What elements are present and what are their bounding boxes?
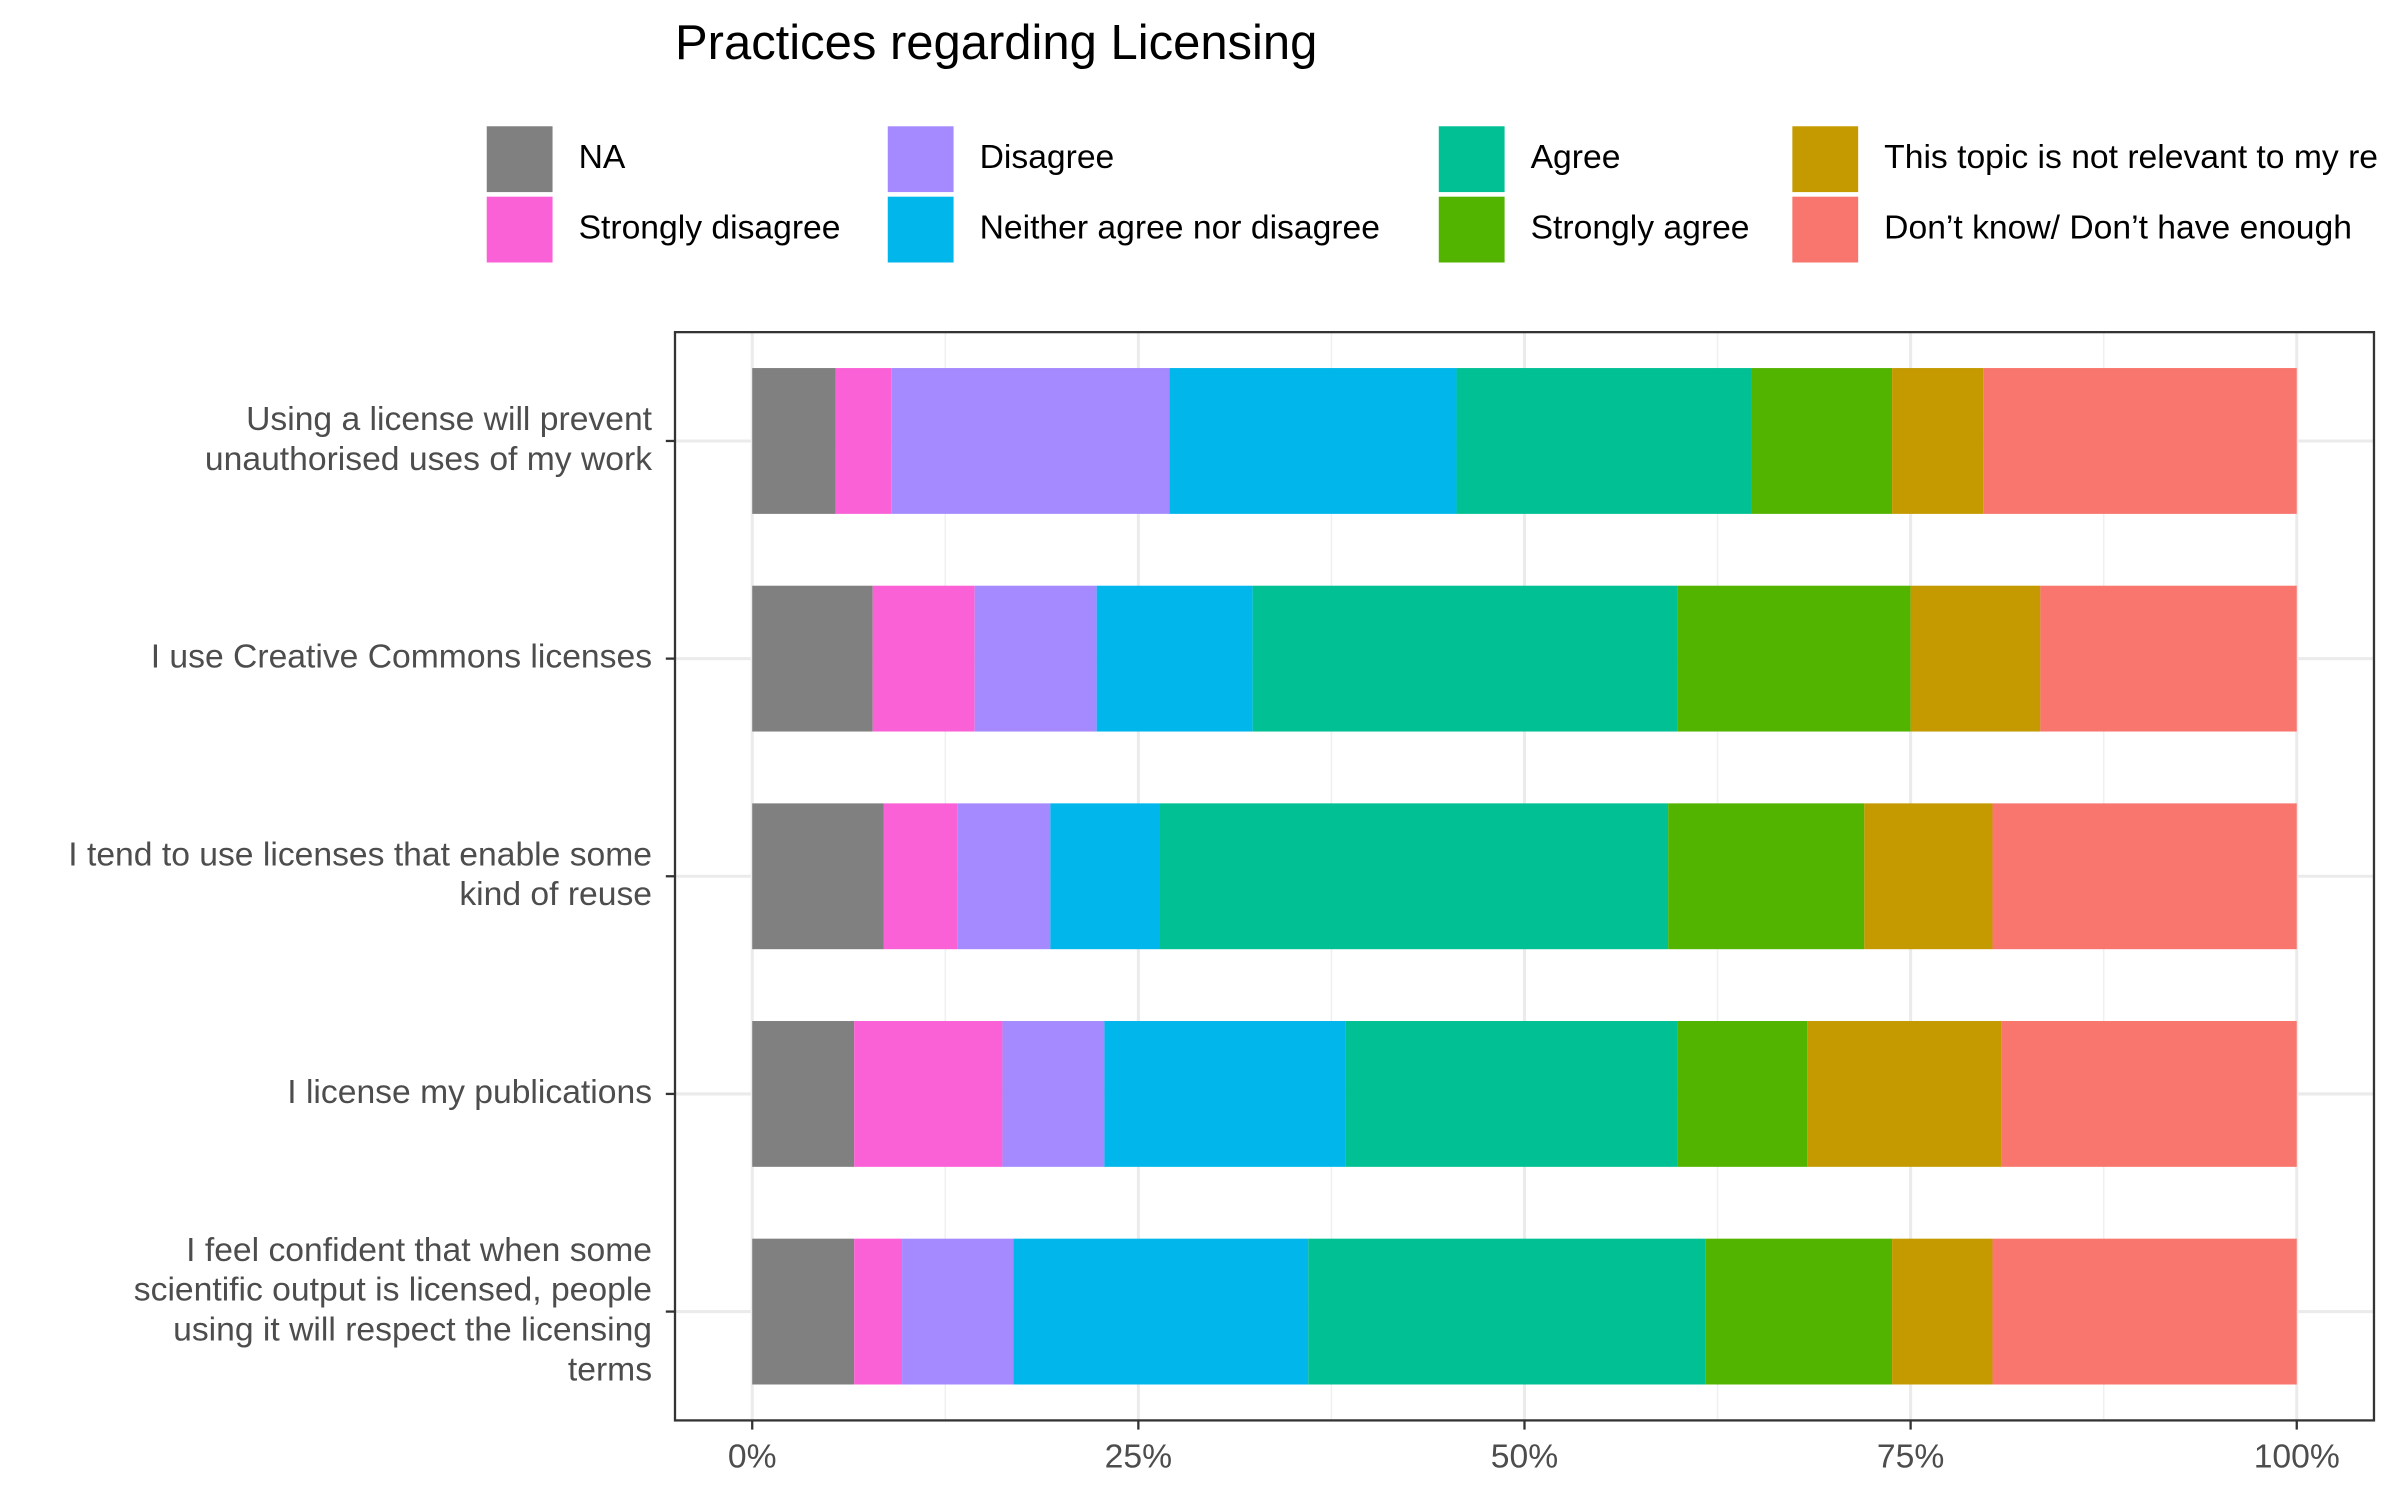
bar-segment	[1013, 1238, 1309, 1385]
bar-segment	[1308, 1238, 1706, 1385]
bar-segment	[752, 1021, 855, 1167]
chart-title: Practices regarding Licensing	[675, 16, 1317, 70]
bar-segment	[854, 1021, 1003, 1167]
x-tick-label: 100%	[2254, 1439, 2340, 1476]
legend-swatch	[1438, 196, 1505, 263]
bar-segment	[752, 585, 873, 732]
legend-swatch	[887, 196, 954, 263]
legend-label: Don’t know/ Don’t have enough	[1884, 209, 2352, 246]
bar-segment	[872, 585, 975, 732]
bar-segment	[1050, 803, 1160, 950]
bar-segment	[1864, 803, 1993, 950]
legend-label: Disagree	[980, 139, 1115, 176]
y-tick-label: Using a license will prevent unauthorised…	[205, 401, 653, 478]
y-tick-label: I tend to use licenses that enable some k…	[68, 836, 652, 913]
bar-segment	[1677, 585, 1911, 732]
y-tick-label: I use Creative Commons licenses	[151, 639, 652, 676]
bar-segment	[2040, 585, 2297, 732]
bar-segment	[1992, 803, 2297, 950]
bar-segment	[1807, 1021, 2002, 1167]
bar-segment	[1892, 368, 1984, 514]
legend-label: This topic is not relevant to my re	[1884, 139, 2378, 176]
bar-segment	[1252, 585, 1678, 732]
bar-segment	[854, 1238, 903, 1385]
x-tick-label: 50%	[1491, 1439, 1558, 1476]
bar-segment	[891, 368, 1170, 514]
bar-segment	[902, 1238, 1014, 1385]
bar-segment	[1751, 368, 1893, 514]
y-tick-label: I license my publications	[287, 1074, 652, 1111]
bar-segment	[957, 803, 1051, 950]
bar-segment	[1002, 1021, 1105, 1167]
bar-segment	[752, 1238, 855, 1385]
bar-segment	[1169, 368, 1457, 514]
bar-segment	[1104, 1021, 1346, 1167]
bar-segment	[1096, 585, 1253, 732]
bar-segment	[752, 368, 836, 514]
legend-label: Strongly disagree	[579, 209, 841, 246]
panel-border	[673, 330, 2376, 1422]
legend-label: Agree	[1531, 139, 1621, 176]
bar-segment	[1159, 803, 1669, 950]
bar-segment	[1677, 1021, 1808, 1167]
legend-label: NA	[579, 139, 626, 176]
bar-segment	[1456, 368, 1752, 514]
bar-segment	[752, 803, 884, 950]
bar-segment	[1705, 1238, 1893, 1385]
bar-segment	[2001, 1021, 2297, 1167]
x-tick-label: 0%	[728, 1439, 777, 1476]
bar-segment	[883, 803, 958, 950]
legend-label: Neither agree nor disagree	[980, 209, 1380, 246]
legend-swatch	[486, 196, 553, 263]
bar-segment	[1892, 1238, 1993, 1385]
bar-segment	[1992, 1238, 2297, 1385]
legend-swatch	[1792, 196, 1859, 263]
bar-segment	[1668, 803, 1865, 950]
x-tick-label: 75%	[1877, 1439, 1944, 1476]
legend-swatch	[1792, 126, 1859, 193]
x-tick-label: 25%	[1105, 1439, 1172, 1476]
legend-label: Strongly agree	[1531, 209, 1750, 246]
bar-segment	[974, 585, 1097, 732]
y-tick-label: I feel confident that when some scientifi…	[134, 1232, 652, 1388]
legend-swatch	[887, 126, 954, 193]
bar-segment	[835, 368, 892, 514]
bar-segment	[1983, 368, 2297, 514]
bar-segment	[1345, 1021, 1678, 1167]
legend-swatch	[1438, 126, 1505, 193]
legend-swatch	[486, 126, 553, 193]
bar-segment	[1910, 585, 2041, 732]
